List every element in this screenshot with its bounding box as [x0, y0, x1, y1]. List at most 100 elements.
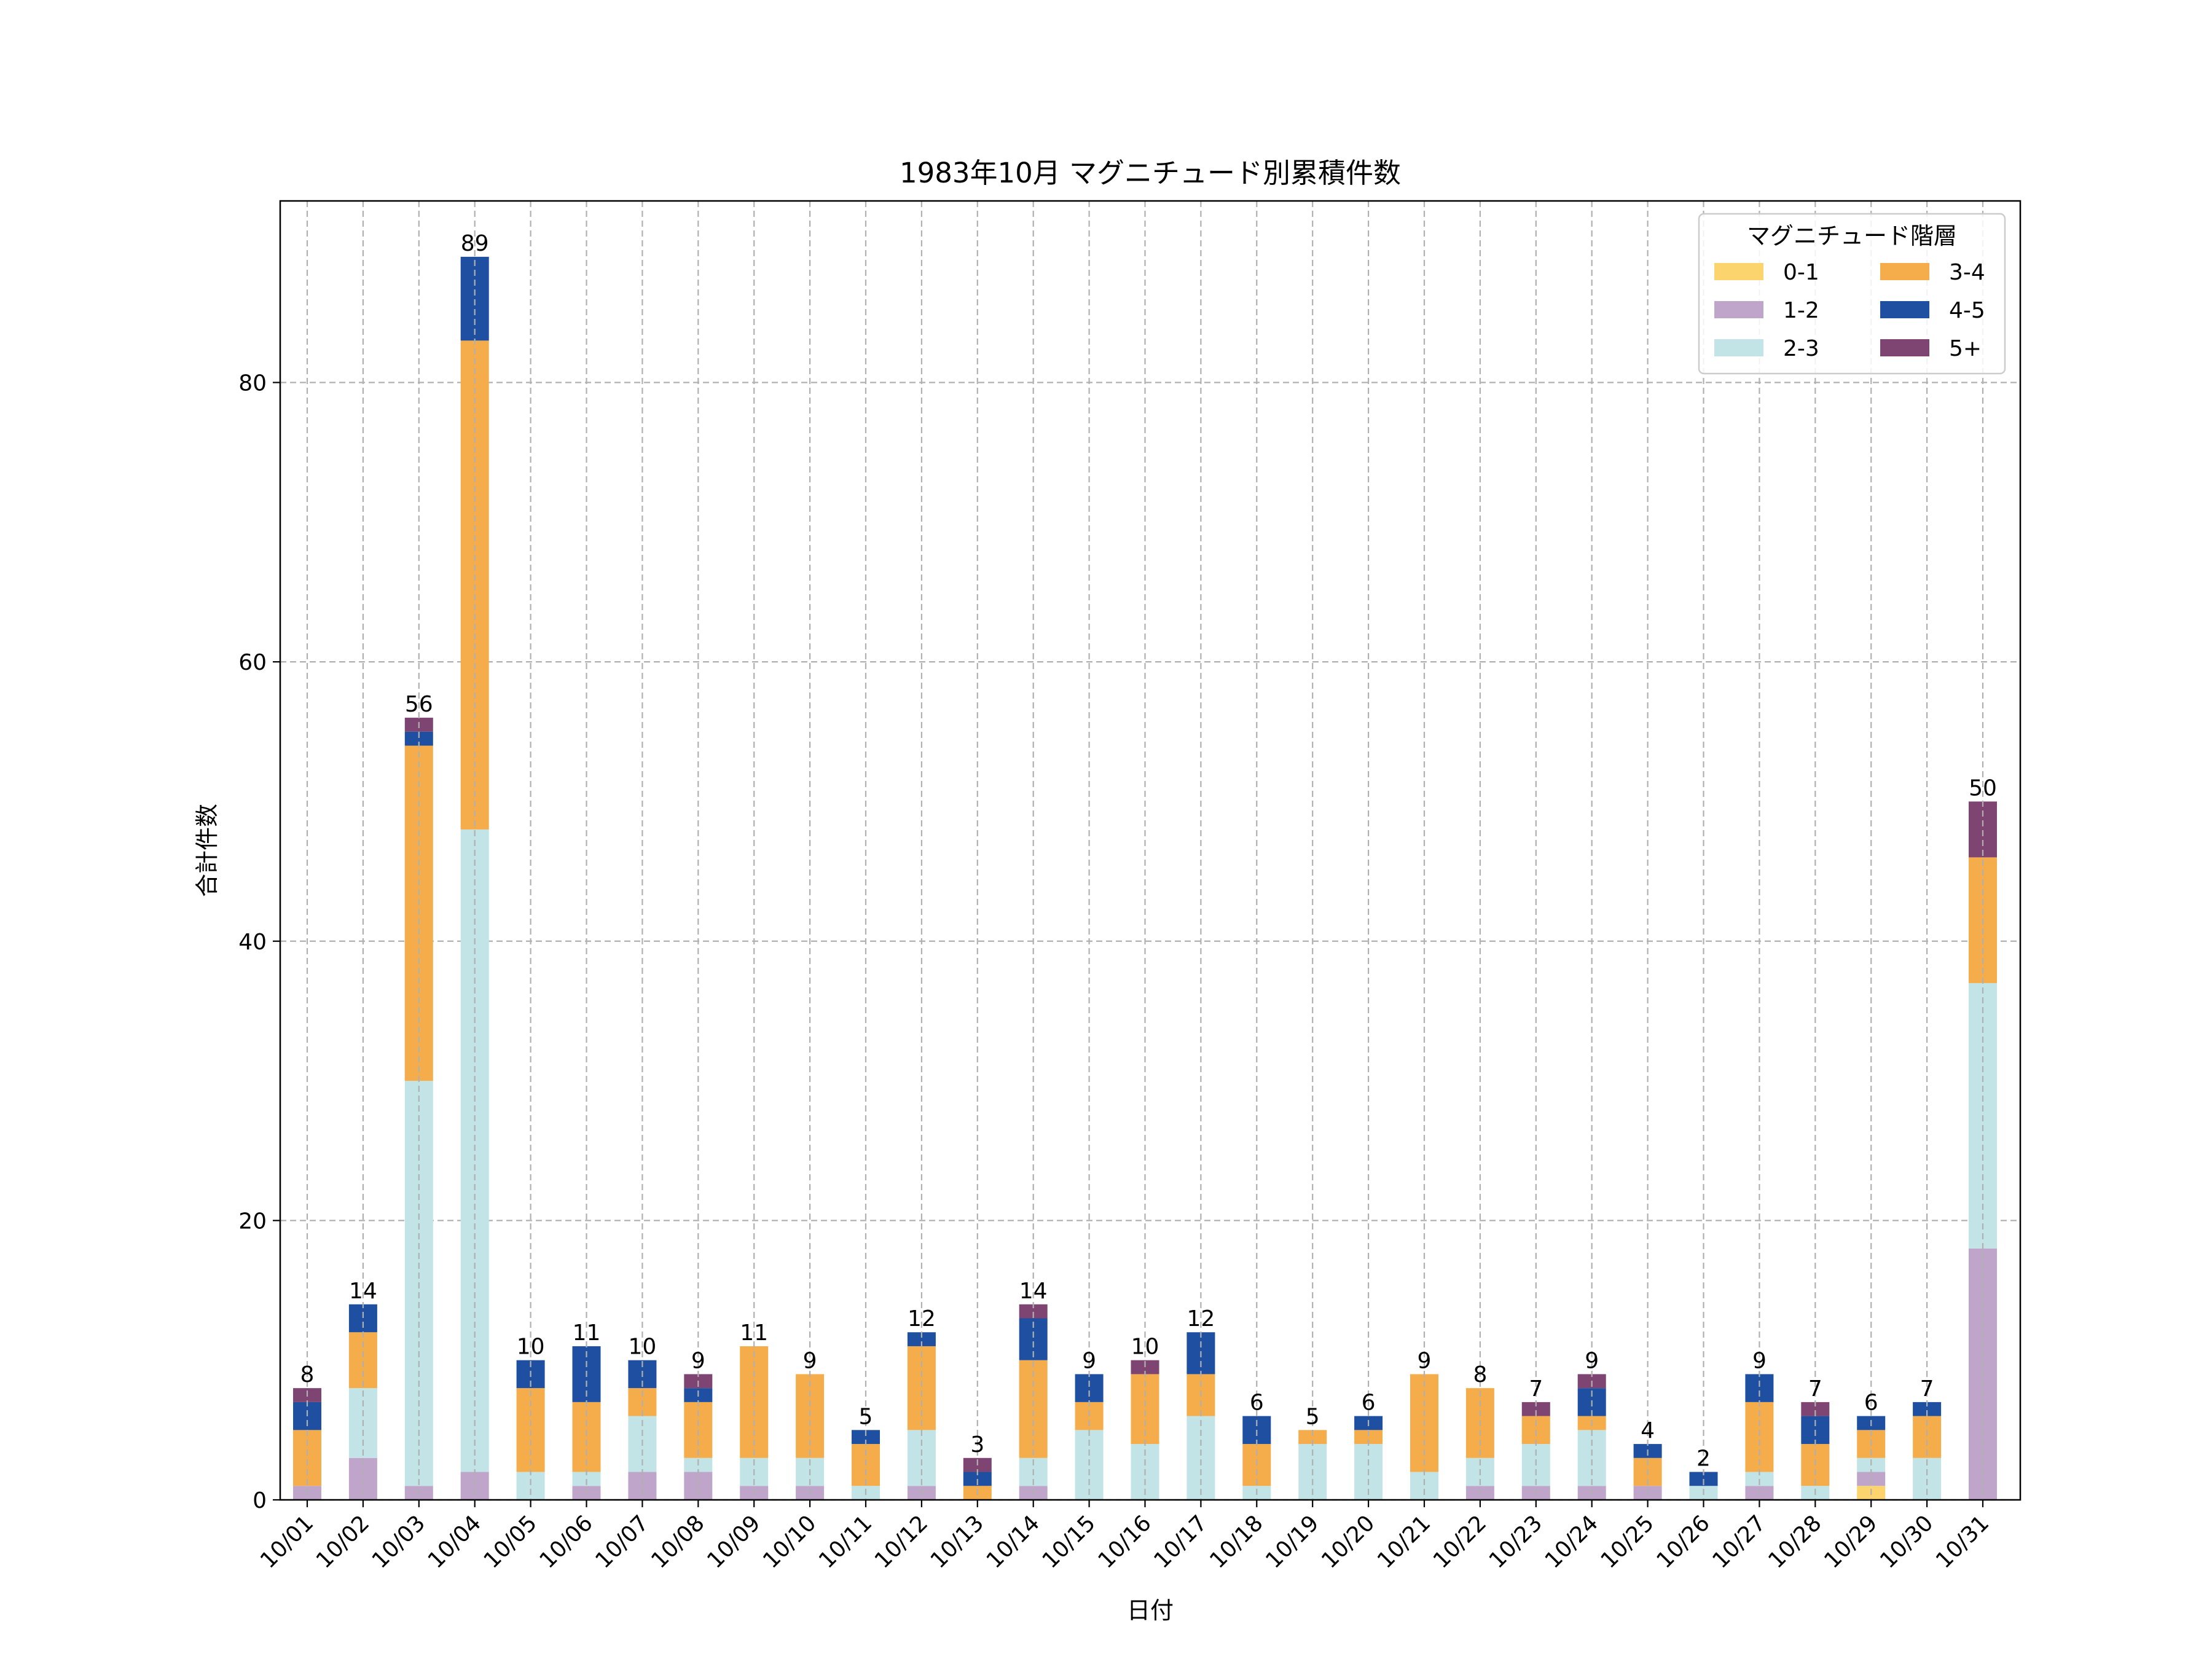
total-label: 10: [628, 1335, 656, 1360]
bar-segment-4-5: [907, 1332, 936, 1346]
legend-title: マグニチュード階層: [1747, 222, 1957, 249]
total-label: 7: [1920, 1376, 1934, 1402]
bar-segment-4-5: [1075, 1374, 1104, 1402]
total-label: 3: [970, 1432, 984, 1457]
x-tick-label: 10/02: [312, 1510, 374, 1573]
x-tick-label: 10/18: [1205, 1510, 1268, 1573]
total-label: 11: [573, 1320, 601, 1346]
bar-segment-5+: [1131, 1360, 1159, 1375]
x-tick-label: 10/14: [982, 1510, 1045, 1573]
x-axis-label: 日付: [1127, 1597, 1174, 1624]
bar-segment-2-3: [1577, 1430, 1606, 1486]
total-label: 5: [859, 1404, 873, 1429]
bar-segment-3-4: [1354, 1430, 1383, 1445]
chart-title: 1983年10月 マグニチュード別累積件数: [900, 157, 1401, 189]
total-labels: 8145689101110911951231491012656987942976…: [300, 231, 1997, 1472]
total-label: 9: [691, 1348, 705, 1373]
bar-segment-2-3: [1745, 1472, 1774, 1486]
x-tick-label: 10/15: [1038, 1510, 1100, 1573]
legend-label-5+: 5+: [1949, 336, 1982, 361]
x-tick-label: 10/16: [1094, 1510, 1156, 1573]
y-tick-label: 20: [238, 1209, 267, 1234]
bar-segment-1-2: [460, 1472, 489, 1500]
legend-swatch-1-2: [1714, 301, 1763, 318]
legend-label-4-5: 4-5: [1949, 298, 1985, 323]
x-tick-label: 10/17: [1149, 1510, 1212, 1573]
legend-swatch-0-1: [1714, 263, 1763, 280]
bar-segment-3-4: [1298, 1430, 1327, 1445]
total-label: 9: [1418, 1348, 1432, 1373]
x-tick-label: 10/29: [1819, 1510, 1882, 1573]
total-label: 56: [405, 692, 433, 717]
total-label: 14: [1019, 1279, 1048, 1304]
bar-segment-4-5: [963, 1472, 992, 1486]
legend-label-2-3: 2-3: [1783, 336, 1819, 361]
bar-segment-3-4: [348, 1332, 377, 1389]
x-tick-label: 10/06: [535, 1510, 598, 1573]
x-tick-label: 10/11: [814, 1510, 877, 1573]
y-tick-label: 80: [238, 371, 267, 396]
x-tick-label: 10/09: [702, 1510, 765, 1573]
bar-segment-5+: [1801, 1402, 1830, 1416]
total-label: 7: [1808, 1376, 1822, 1402]
x-tick-label: 10/24: [1540, 1510, 1603, 1573]
y-tick-label: 0: [253, 1488, 267, 1513]
x-tick-label: 10/30: [1875, 1510, 1938, 1573]
x-tick-label: 10/13: [926, 1510, 989, 1573]
x-tick-label: 10/04: [423, 1510, 486, 1573]
total-label: 6: [1362, 1390, 1376, 1416]
total-label: 12: [1186, 1306, 1215, 1332]
y-tick-label: 40: [238, 930, 267, 955]
total-label: 9: [1585, 1348, 1599, 1373]
total-label: 9: [803, 1348, 817, 1373]
total-label: 4: [1641, 1418, 1655, 1443]
total-label: 14: [349, 1279, 377, 1304]
bar-segment-4-5: [348, 1304, 377, 1333]
vertical-grid-lines: [306, 201, 1984, 1500]
bar-segment-1-2: [684, 1472, 713, 1500]
x-tick-label: 10/25: [1596, 1510, 1659, 1573]
x-tick-label: 10/05: [479, 1510, 542, 1573]
bar-segment-2-3: [907, 1430, 936, 1486]
bar-segment-1-2: [1857, 1472, 1886, 1486]
total-label: 5: [1306, 1404, 1320, 1429]
x-tick-label: 10/12: [870, 1510, 933, 1573]
bar-segment-4-5: [1745, 1374, 1774, 1402]
x-tick-label: 10/19: [1261, 1510, 1324, 1573]
legend-label-1-2: 1-2: [1783, 298, 1819, 323]
bar-segment-3-4: [293, 1430, 321, 1486]
bar-segment-1-2: [628, 1472, 657, 1500]
total-label: 8: [1473, 1362, 1487, 1387]
legend-label-3-4: 3-4: [1949, 260, 1985, 285]
total-label: 6: [1250, 1390, 1264, 1416]
total-label: 8: [300, 1362, 315, 1387]
total-label: 2: [1696, 1446, 1711, 1472]
legend-frame: [1698, 213, 2006, 375]
x-tick-label: 10/01: [256, 1510, 318, 1573]
bar-segment-5+: [1969, 801, 1997, 858]
x-tick-label: 10/03: [367, 1510, 430, 1573]
total-label: 9: [1082, 1348, 1096, 1373]
legend: マグニチュード階層 0-1 1-2 2-3 3-4 4-5 5+: [1698, 213, 2006, 375]
total-label: 10: [517, 1335, 545, 1360]
bar-segment-5+: [1019, 1304, 1048, 1319]
legend-swatch-3-4: [1880, 263, 1929, 280]
x-tick-label: 10/26: [1652, 1510, 1715, 1573]
legend-label-0-1: 0-1: [1783, 260, 1819, 285]
bar-segment-4-5: [404, 731, 433, 746]
x-tick-label: 10/10: [758, 1510, 821, 1573]
bar-segment-5+: [1521, 1402, 1550, 1416]
x-tick-label: 10/28: [1763, 1510, 1826, 1573]
bar-segment-2-3: [516, 1472, 545, 1500]
total-label: 11: [740, 1320, 768, 1346]
total-label: 10: [1131, 1335, 1159, 1360]
bar-segment-2-3: [1410, 1472, 1438, 1500]
x-tick-label: 10/23: [1484, 1510, 1547, 1573]
plot-area-frame: [279, 200, 2022, 1501]
x-tick-label: 10/21: [1373, 1510, 1435, 1573]
total-label: 89: [461, 231, 489, 256]
total-label: 9: [1752, 1348, 1767, 1373]
bar-segment-2-3: [572, 1472, 601, 1486]
bar-segment-3-4: [907, 1346, 936, 1430]
